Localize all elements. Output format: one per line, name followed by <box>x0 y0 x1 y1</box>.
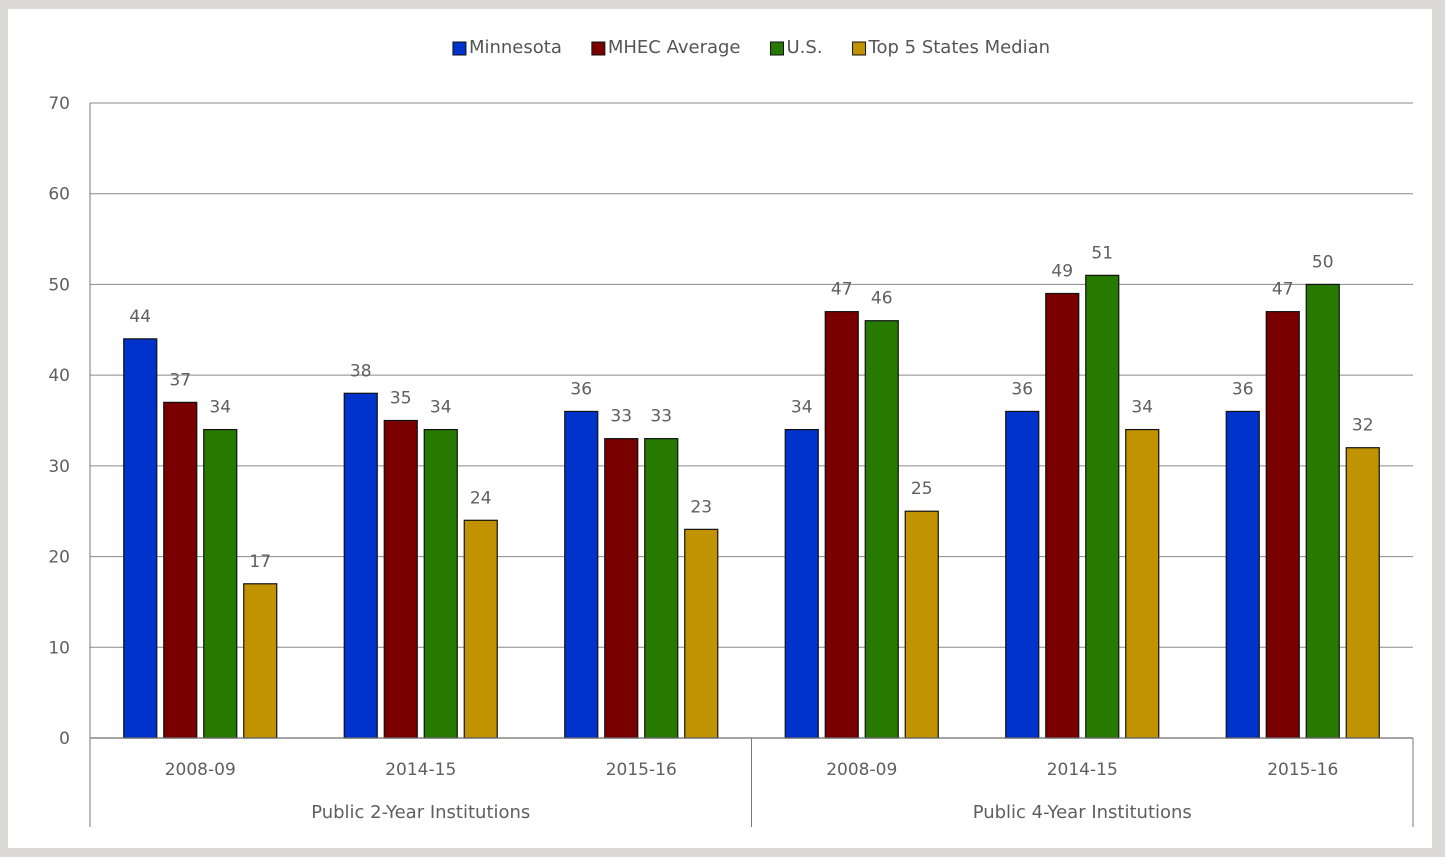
data-label: 36 <box>1011 379 1033 399</box>
bar-chart: Minnesota MHEC Average U.S. Top 5 States Me… <box>48 37 1414 827</box>
bar-mhec-average <box>1045 292 1080 739</box>
bar-minnesota <box>343 392 378 739</box>
x-category-label: 2008-09 <box>826 760 897 780</box>
bar-u-s <box>423 428 458 739</box>
data-label: 35 <box>390 389 412 409</box>
x-category-label: 2015-16 <box>1267 760 1338 780</box>
data-label: 34 <box>791 398 813 418</box>
x-group-label: Public 4-Year Institutions <box>973 802 1192 823</box>
x-axis: 2008-09 2014-15 2015-16 2008-09 2014-15 2015-… <box>89 737 1414 827</box>
x-group-label: Public 2-Year Institutions <box>311 802 530 823</box>
x-category-label: 2015-16 <box>606 760 677 780</box>
y-axis: 0 10 20 30 40 50 60 70 <box>48 94 91 749</box>
data-label: 38 <box>350 361 372 381</box>
data-label: 47 <box>831 280 853 300</box>
legend-label: Top 5 States Median <box>868 37 1051 58</box>
data-label: 24 <box>470 488 492 508</box>
data-label: 37 <box>169 370 191 390</box>
y-tick-label: 10 <box>48 638 70 658</box>
legend-swatch <box>452 41 467 56</box>
bar-top-5-states-median <box>904 510 939 739</box>
bar-u-s <box>1305 283 1340 739</box>
data-labels: 44 37 34 17 38 35 34 24 36 33 33 23 34 47 46 25 36 49 51 34… <box>129 243 1373 571</box>
data-label: 17 <box>249 552 271 572</box>
data-label: 47 <box>1272 280 1294 300</box>
legend-item-mhec-average: MHEC Average <box>591 37 741 58</box>
bar-mhec-average <box>604 438 639 739</box>
legend-item-u-s: U.S. <box>770 37 823 58</box>
bar-top-5-states-median <box>463 519 498 739</box>
bar-top-5-states-median <box>1345 447 1380 739</box>
data-label: 23 <box>690 497 712 517</box>
data-label: 36 <box>1232 379 1254 399</box>
bar-top-5-states-median <box>243 583 278 739</box>
y-tick-label: 40 <box>48 366 70 386</box>
bars <box>123 274 1380 739</box>
bar-minnesota <box>564 410 599 739</box>
bar-minnesota <box>784 428 819 739</box>
bar-mhec-average <box>824 311 859 739</box>
legend-label: U.S. <box>787 37 823 58</box>
data-label: 34 <box>430 398 452 418</box>
legend-label: Minnesota <box>469 37 562 58</box>
bar-mhec-average <box>383 419 418 739</box>
x-category-label: 2008-09 <box>165 760 236 780</box>
bar-top-5-states-median <box>684 528 719 739</box>
legend: Minnesota MHEC Average U.S. Top 5 States Me… <box>452 37 1051 58</box>
data-label: 32 <box>1352 416 1374 436</box>
data-label: 25 <box>911 479 933 499</box>
bar-mhec-average <box>163 401 198 739</box>
data-label: 44 <box>129 307 151 327</box>
legend-item-minnesota: Minnesota <box>452 37 562 58</box>
bar-mhec-average <box>1265 311 1300 739</box>
x-category-label: 2014-15 <box>1047 760 1118 780</box>
data-label: 49 <box>1051 262 1073 282</box>
data-label: 51 <box>1091 243 1113 263</box>
data-label: 34 <box>209 398 231 418</box>
bar-u-s <box>203 428 238 739</box>
bar-top-5-states-median <box>1125 428 1160 739</box>
legend-label: MHEC Average <box>608 37 741 58</box>
y-tick-label: 30 <box>48 457 70 477</box>
y-tick-label: 60 <box>48 185 70 205</box>
data-label: 36 <box>570 379 592 399</box>
bar-minnesota <box>1005 410 1040 739</box>
x-category-label: 2014-15 <box>385 760 456 780</box>
bar-minnesota <box>1225 410 1260 739</box>
gridlines <box>90 102 1413 648</box>
bar-u-s <box>864 320 899 739</box>
bar-u-s <box>1085 274 1120 739</box>
legend-item-top-5-states-median: Top 5 States Median <box>852 37 1051 58</box>
y-tick-label: 0 <box>59 729 70 749</box>
chart-frame: Minnesota MHEC Average U.S. Top 5 States Me… <box>8 9 1432 848</box>
data-label: 46 <box>871 289 893 309</box>
legend-swatch <box>591 41 606 56</box>
y-tick-label: 20 <box>48 548 70 568</box>
legend-swatch <box>852 41 867 56</box>
data-label: 33 <box>610 407 632 427</box>
bar-minnesota <box>123 338 158 739</box>
data-label: 50 <box>1312 252 1334 272</box>
data-label: 33 <box>650 407 672 427</box>
y-tick-label: 70 <box>48 94 70 114</box>
legend-swatch <box>770 41 785 56</box>
data-label: 34 <box>1131 398 1153 418</box>
bar-u-s <box>644 438 679 739</box>
y-tick-label: 50 <box>48 275 70 295</box>
